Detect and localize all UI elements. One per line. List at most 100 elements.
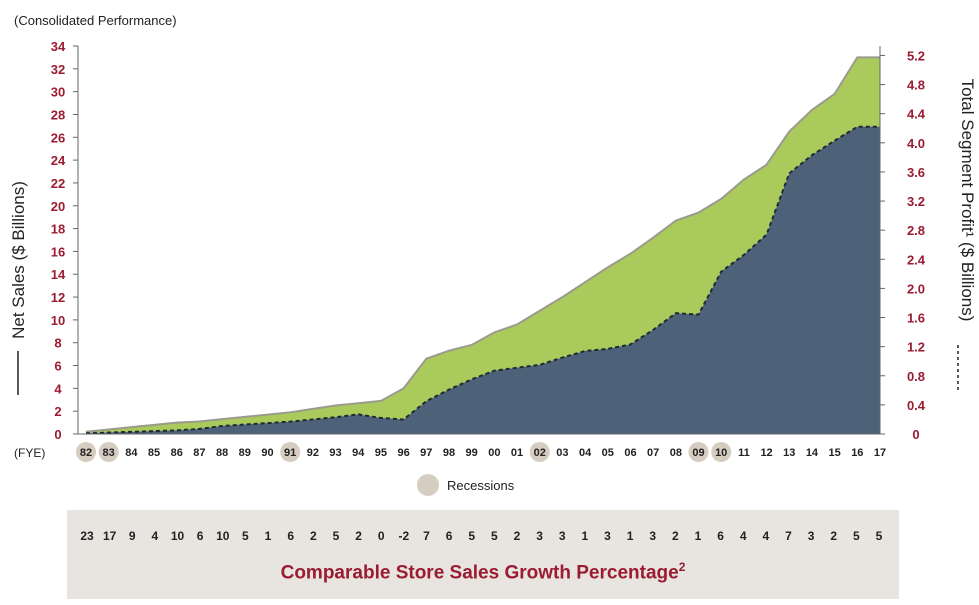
- left-axis-title: Net Sales ($ Billions): [9, 181, 28, 339]
- growth-value: 1: [265, 529, 272, 543]
- left-tick-label: 4: [54, 381, 62, 396]
- right-tick-label: 3.2: [907, 194, 925, 209]
- growth-value: 23: [80, 529, 94, 543]
- right-tick-label: 4.8: [907, 78, 925, 93]
- comparable-store-sales-panel: 23 17 9 4 10 6 10 5 1 6 2 5 2 0 -2 7 6 5 5 2 3 3 1 3 1 3 2 1 6 4 4 7 3 2 5…: [67, 510, 899, 599]
- left-tick-label: 16: [51, 244, 65, 259]
- year-label: 93: [329, 447, 341, 459]
- growth-title: Comparable Store Sales Growth Percentage…: [67, 560, 899, 584]
- left-tick-label: 20: [51, 199, 65, 214]
- year-label: 84: [125, 447, 138, 459]
- growth-value: 17: [103, 529, 117, 543]
- year-label: 87: [193, 447, 205, 459]
- year-label: 89: [239, 447, 251, 459]
- recession-marker: [280, 442, 301, 462]
- year-label: 05: [602, 447, 614, 459]
- growth-title-footnote: 2: [678, 560, 686, 574]
- year-label: 98: [443, 447, 455, 459]
- right-tick-label: 3.6: [907, 165, 925, 180]
- year-label: 91: [284, 447, 296, 459]
- growth-title-text: Comparable Store Sales Growth Percentage: [280, 562, 679, 584]
- recession-marker: [76, 442, 96, 462]
- growth-value: 7: [785, 529, 792, 543]
- left-tick-label: 6: [54, 359, 61, 374]
- left-tick-label: 24: [51, 153, 66, 168]
- year-label: 12: [760, 447, 772, 459]
- right-axis-ticks: 0 0.4 0.8 1.2 1.6 2.0 2.4 2.8 3.2 3.6 4.0 4.4 4.8 5.2: [880, 48, 926, 442]
- year-label: 02: [534, 447, 546, 459]
- growth-value: 1: [695, 529, 702, 543]
- left-tick-label: 30: [51, 85, 65, 100]
- right-tick-label: 1.6: [907, 311, 925, 326]
- growth-value: 6: [446, 529, 453, 543]
- right-axis-title: Total Segment Profit¹ ($ Billions): [958, 79, 977, 322]
- year-label: 95: [375, 447, 387, 459]
- left-tick-label: 10: [51, 313, 65, 328]
- growth-value: 2: [355, 529, 362, 543]
- recession-marker: [529, 442, 550, 462]
- year-label: 07: [647, 447, 659, 459]
- year-label: 17: [874, 447, 886, 459]
- year-label: 86: [171, 447, 183, 459]
- growth-value: 1: [581, 529, 588, 543]
- year-label: 03: [556, 447, 568, 459]
- fye-label: (FYE): [14, 446, 45, 460]
- growth-value: 3: [808, 529, 815, 543]
- growth-value: 5: [242, 529, 249, 543]
- right-tick-label: 2.4: [907, 252, 926, 267]
- left-tick-label: 26: [51, 130, 65, 145]
- year-label: 00: [488, 447, 500, 459]
- year-label: 15: [829, 447, 841, 459]
- growth-value: 7: [423, 529, 430, 543]
- growth-value: 5: [468, 529, 475, 543]
- year-label: 96: [397, 447, 409, 459]
- year-label: 09: [692, 447, 704, 459]
- year-label: 90: [261, 447, 273, 459]
- segment-profit-line: [85, 125, 880, 435]
- growth-value: 3: [536, 529, 543, 543]
- right-tick-label: 0: [912, 427, 919, 442]
- growth-value: 5: [491, 529, 498, 543]
- year-label: 10: [715, 447, 727, 459]
- right-tick-label: 2.8: [907, 223, 925, 238]
- year-label: 13: [783, 447, 795, 459]
- year-label: 06: [624, 447, 636, 459]
- x-axis-years: 82 83 84 85 86 87 88 89 90 91 92 93 94 95 96 97 98 99 00 01…: [76, 442, 886, 462]
- year-label: 08: [670, 447, 682, 459]
- growth-value: -2: [398, 529, 409, 543]
- segment-profit-area: [86, 126, 880, 434]
- growth-value: 2: [310, 529, 317, 543]
- growth-value: 3: [559, 529, 566, 543]
- right-tick-label: 0.4: [907, 398, 926, 413]
- chart-subtitle: (Consolidated Performance): [14, 13, 177, 28]
- right-tick-label: 5.2: [907, 48, 925, 63]
- year-label: 92: [307, 447, 319, 459]
- year-label: 94: [352, 447, 365, 459]
- year-label: 16: [851, 447, 863, 459]
- growth-value: 3: [649, 529, 656, 543]
- year-label: 04: [579, 447, 592, 459]
- growth-value: 2: [514, 529, 521, 543]
- right-tick-label: 1.2: [907, 340, 925, 355]
- year-label: 83: [103, 447, 115, 459]
- growth-value: 10: [216, 529, 230, 543]
- growth-value: 2: [672, 529, 679, 543]
- growth-value: 5: [333, 529, 340, 543]
- growth-value: 5: [876, 529, 883, 543]
- net-sales-line: [85, 56, 880, 433]
- growth-value: 6: [287, 529, 294, 543]
- growth-value: 2: [830, 529, 837, 543]
- right-tick-label: 0.8: [907, 369, 925, 384]
- growth-value: 9: [129, 529, 136, 543]
- growth-value: 10: [171, 529, 185, 543]
- growth-value: 0: [378, 529, 385, 543]
- growth-value: 4: [763, 529, 770, 543]
- growth-values-row: 23 17 9 4 10 6 10 5 1 6 2 5 2 0 -2 7 6 5 5 2 3 3 1 3 1 3 2 1 6 4 4 7 3 2 5…: [80, 529, 883, 543]
- right-tick-label: 4.0: [907, 136, 925, 151]
- recession-legend-marker: [417, 474, 439, 496]
- recession-marker: [688, 442, 709, 462]
- left-tick-label: 34: [51, 39, 66, 54]
- left-tick-label: 28: [51, 107, 65, 122]
